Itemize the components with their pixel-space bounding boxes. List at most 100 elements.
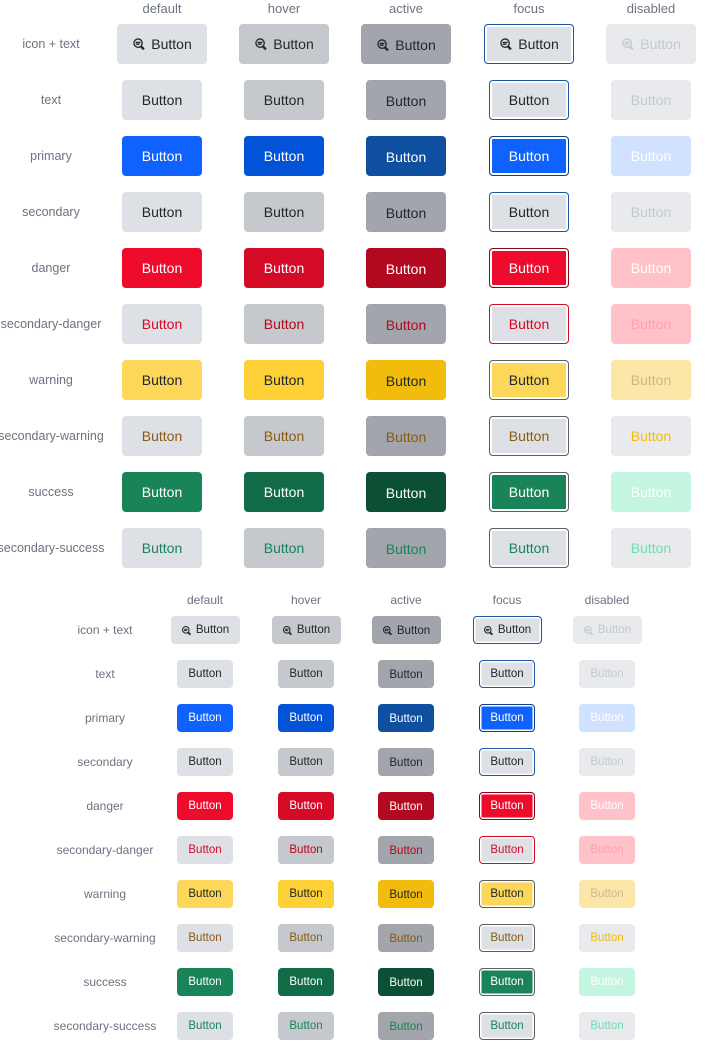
danger-button-default[interactable]: Button <box>177 792 233 820</box>
text-button-hover[interactable]: Button <box>278 660 334 688</box>
secondary-success-button-hover[interactable]: Button <box>244 528 324 568</box>
button-label: Button <box>518 36 559 52</box>
text-button-focus[interactable]: Button <box>479 660 535 688</box>
secondary-danger-button-hover[interactable]: Button <box>244 304 324 344</box>
primary-button-disabled: Button <box>579 704 635 732</box>
search-comment-icon <box>282 625 293 636</box>
icon-text-button-focus[interactable]: Button <box>484 24 574 64</box>
success-button-default[interactable]: Button <box>122 472 202 512</box>
button-label: Button <box>508 204 550 220</box>
button-label: Button <box>263 148 305 164</box>
secondary-button-hover[interactable]: Button <box>244 192 324 232</box>
primary-button-active[interactable]: Button <box>378 704 434 732</box>
danger-button-hover[interactable]: Button <box>278 792 334 820</box>
success-button-focus[interactable]: Button <box>479 968 535 996</box>
secondary-success-button-active[interactable]: Button <box>378 1012 434 1040</box>
secondary-warning-button-default[interactable]: Button <box>122 416 202 456</box>
secondary-danger-button-focus[interactable]: Button <box>479 836 535 864</box>
text-button-default[interactable]: Button <box>177 660 233 688</box>
button-label: Button <box>395 37 436 53</box>
secondary-success-button-default[interactable]: Button <box>177 1012 233 1040</box>
warning-button-hover[interactable]: Button <box>278 880 334 908</box>
icon-text-button-focus[interactable]: Button <box>472 616 542 644</box>
secondary-danger-button-focus[interactable]: Button <box>489 304 569 344</box>
secondary-button-default[interactable]: Button <box>177 748 233 776</box>
icon-text-button-active[interactable]: Button <box>361 24 451 64</box>
success-button-focus[interactable]: Button <box>489 472 569 512</box>
warning-button-active[interactable]: Button <box>366 360 446 400</box>
button-label: Button <box>590 668 624 680</box>
secondary-warning-button-focus[interactable]: Button <box>489 416 569 456</box>
primary-button-hover[interactable]: Button <box>244 136 324 176</box>
success-button-hover[interactable]: Button <box>278 968 334 996</box>
secondary-button-default[interactable]: Button <box>122 192 202 232</box>
primary-button-focus[interactable]: Button <box>479 704 535 732</box>
danger-button-focus[interactable]: Button <box>479 792 535 820</box>
warning-button-default[interactable]: Button <box>177 880 233 908</box>
icon-text-button-hover[interactable]: Button <box>239 24 329 64</box>
primary-button-default[interactable]: Button <box>177 704 233 732</box>
secondary-button-hover[interactable]: Button <box>278 748 334 776</box>
danger-button-active[interactable]: Button <box>366 248 446 288</box>
secondary-danger-button-default[interactable]: Button <box>177 836 233 864</box>
button-label: Button <box>597 624 632 636</box>
secondary-warning-button-default[interactable]: Button <box>177 924 233 952</box>
secondary-danger-button-active[interactable]: Button <box>378 836 434 864</box>
button-label: Button <box>188 888 222 900</box>
danger-button-active[interactable]: Button <box>378 792 434 820</box>
success-button-active[interactable]: Button <box>378 968 434 996</box>
danger-button-hover[interactable]: Button <box>244 248 324 288</box>
text-button-focus[interactable]: Button <box>489 80 569 120</box>
warning-button-active[interactable]: Button <box>378 880 434 908</box>
text-button-default[interactable]: Button <box>122 80 202 120</box>
icon-text-button-active[interactable]: Button <box>371 616 441 644</box>
secondary-warning-button-hover[interactable]: Button <box>278 924 334 952</box>
secondary-warning-button-hover[interactable]: Button <box>244 416 324 456</box>
button-label: Button <box>385 205 427 221</box>
secondary-danger-button-hover[interactable]: Button <box>278 836 334 864</box>
text-button-active[interactable]: Button <box>366 80 446 120</box>
icon-text-button-default[interactable]: Button <box>117 24 207 64</box>
text-button-active[interactable]: Button <box>378 660 434 688</box>
button-label: Button <box>630 484 672 500</box>
danger-button-default[interactable]: Button <box>122 248 202 288</box>
secondary-button-focus[interactable]: Button <box>489 192 569 232</box>
button-label: Button <box>590 1020 624 1032</box>
success-button-hover[interactable]: Button <box>244 472 324 512</box>
primary-button-hover[interactable]: Button <box>278 704 334 732</box>
icon-text-button-default[interactable]: Button <box>170 616 240 644</box>
warning-button-default[interactable]: Button <box>122 360 202 400</box>
secondary-warning-button-focus[interactable]: Button <box>479 924 535 952</box>
secondary-success-button-focus[interactable]: Button <box>479 1012 535 1040</box>
button-label: Button <box>141 540 183 556</box>
success-button-active[interactable]: Button <box>366 472 446 512</box>
row-label-primary: primary <box>30 149 72 163</box>
secondary-success-button-hover[interactable]: Button <box>278 1012 334 1040</box>
text-button-hover[interactable]: Button <box>244 80 324 120</box>
primary-button-default[interactable]: Button <box>122 136 202 176</box>
button-label: Button <box>289 932 323 944</box>
secondary-button-focus[interactable]: Button <box>479 748 535 776</box>
search-comment-icon <box>376 38 390 52</box>
primary-button-focus[interactable]: Button <box>489 136 569 176</box>
secondary-success-button-focus[interactable]: Button <box>489 528 569 568</box>
danger-button-focus[interactable]: Button <box>489 248 569 288</box>
secondary-danger-button-default[interactable]: Button <box>122 304 202 344</box>
secondary-button-active[interactable]: Button <box>366 192 446 232</box>
search-comment-icon <box>254 37 268 51</box>
secondary-button-active[interactable]: Button <box>378 748 434 776</box>
warning-button-focus[interactable]: Button <box>489 360 569 400</box>
primary-button-active[interactable]: Button <box>366 136 446 176</box>
icon-text-button-hover[interactable]: Button <box>271 616 341 644</box>
button-label: Button <box>497 624 532 636</box>
secondary-warning-button-active[interactable]: Button <box>378 924 434 952</box>
secondary-success-button-default[interactable]: Button <box>122 528 202 568</box>
warning-button-focus[interactable]: Button <box>479 880 535 908</box>
secondary-success-button-active[interactable]: Button <box>366 528 446 568</box>
button-label: Button <box>263 428 305 444</box>
secondary-warning-button-active[interactable]: Button <box>366 416 446 456</box>
warning-button-hover[interactable]: Button <box>244 360 324 400</box>
success-button-default[interactable]: Button <box>177 968 233 996</box>
secondary-danger-button-disabled: Button <box>611 304 691 344</box>
secondary-danger-button-active[interactable]: Button <box>366 304 446 344</box>
